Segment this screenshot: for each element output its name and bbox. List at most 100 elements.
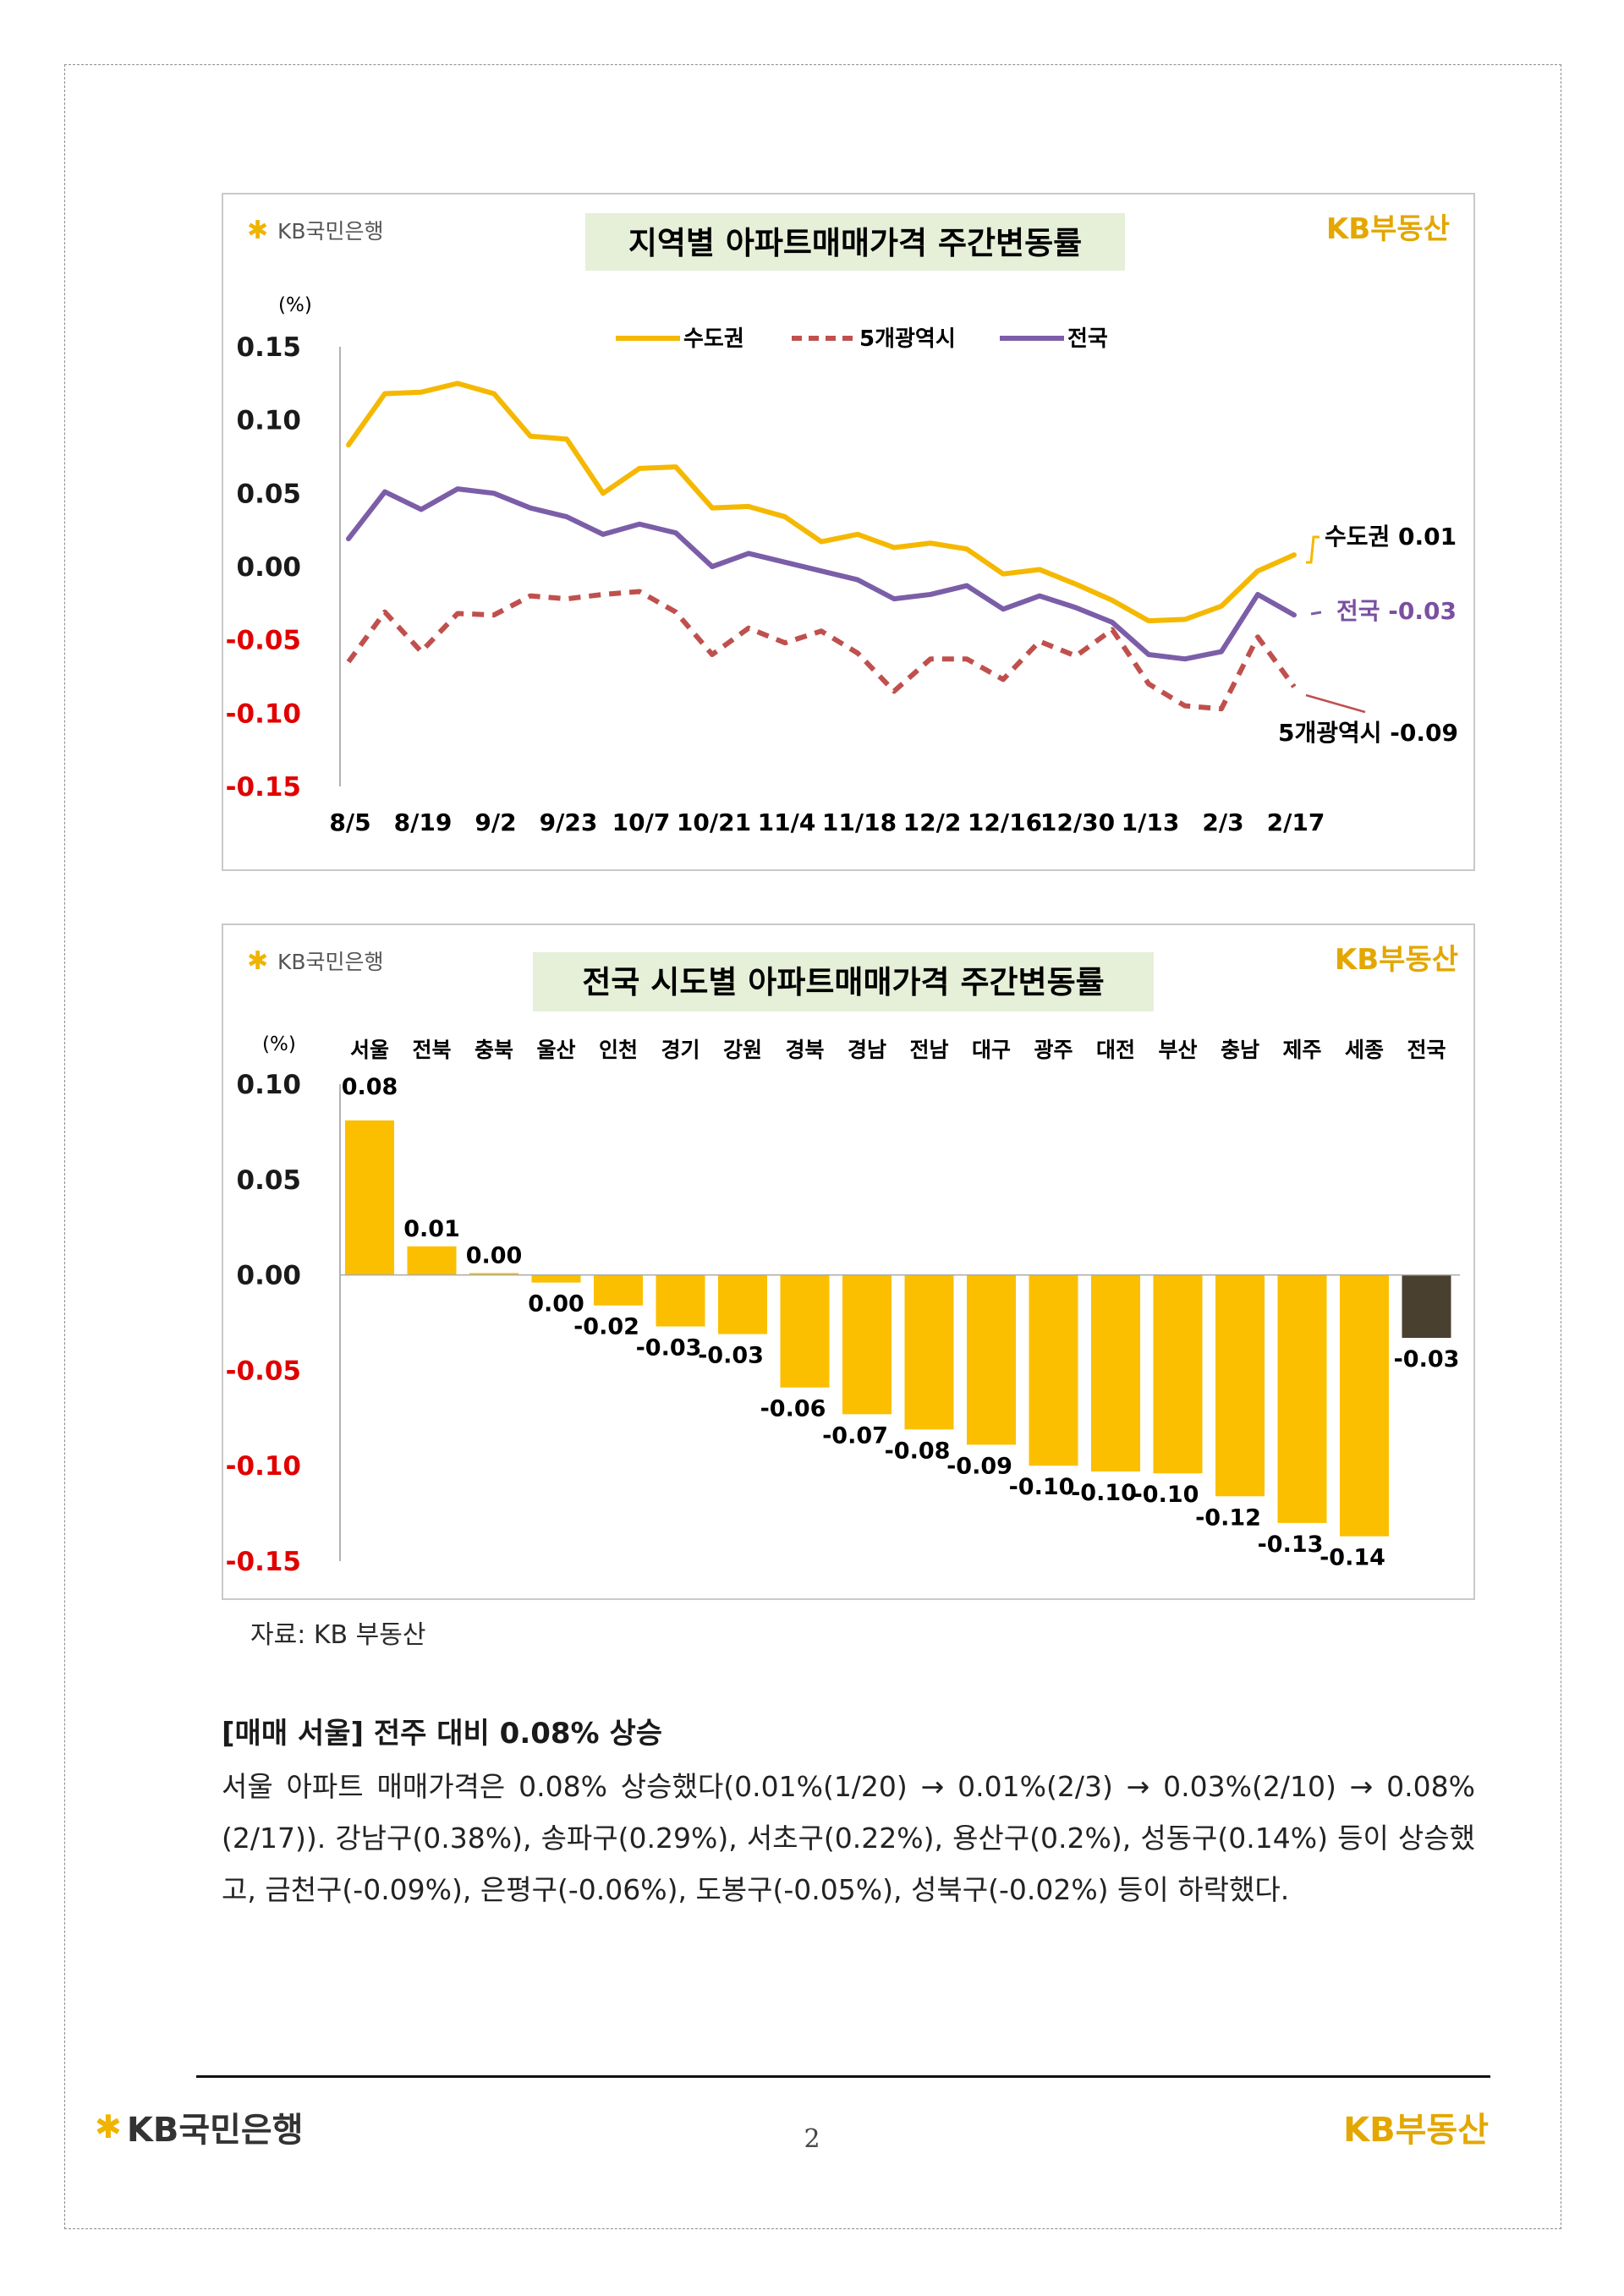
brand-logo: KB부동산: [1335, 943, 1458, 977]
kb-star-icon: ✱: [247, 946, 268, 976]
bar: [469, 1273, 518, 1275]
title-band: [533, 952, 1154, 1011]
x-tick-label: 11/4: [758, 808, 816, 836]
y-unit-label: (%): [262, 1033, 296, 1055]
value-label: -0.10: [1071, 1480, 1137, 1506]
bar: [967, 1274, 1016, 1445]
category-label: 강원: [723, 1038, 762, 1062]
chart-title: 전국 시도별 아파트매매가격 주간변동률: [582, 964, 1104, 1000]
source-note: 자료: KB 부동산: [250, 1620, 426, 1650]
category-label: 충북: [475, 1038, 513, 1062]
bar: [1029, 1274, 1078, 1466]
category-label: 전국: [1407, 1038, 1446, 1062]
y-tick-label: -0.10: [226, 699, 301, 729]
bar: [1402, 1274, 1451, 1339]
leader-line-metro: [1305, 693, 1366, 714]
footer-bank-logo: ✱ KB국민은행: [95, 2102, 304, 2151]
category-labels: 서울 전북 충북 울산 인천 경기 강원 경북 경남 전남 대구 광주 대전 부산 충남 제주 세종 전국: [350, 1038, 1446, 1062]
x-tick-label: 2/17: [1267, 808, 1325, 836]
bar: [345, 1120, 394, 1275]
y-tick-label: 0.05: [237, 479, 302, 509]
value-label: -0.10: [1009, 1474, 1075, 1500]
y-tick-label: 0.10: [237, 1070, 302, 1100]
bars: [345, 1120, 1451, 1537]
bar: [718, 1274, 767, 1334]
bank-logo: ✱ KB국민은행: [247, 216, 384, 245]
bar: [594, 1274, 643, 1306]
x-tick-label: 1/13: [1122, 808, 1180, 836]
bar-chart-panel: ✱ KB국민은행 전국 시도별 아파트매매가격 주간변동률 KB부동산 (%) …: [222, 923, 1475, 1600]
value-label: -0.09: [946, 1453, 1012, 1479]
category-label: 제주: [1282, 1038, 1321, 1062]
footer-rule: [196, 2075, 1490, 2078]
category-label: 울산: [536, 1038, 575, 1062]
y-axis-ticks: 0.15 0.10 0.05 0.00 -0.05 -0.10 -0.15: [226, 332, 301, 803]
end-labels: 수도권 0.01 전국 -0.03 5개광역시 -0.09: [1278, 523, 1458, 747]
y-tick-label: -0.05: [226, 626, 301, 656]
category-label: 광주: [1034, 1038, 1073, 1062]
category-label: 전북: [412, 1038, 451, 1062]
end-label-national: 전국 -0.03: [1336, 597, 1457, 625]
bar: [407, 1246, 457, 1275]
value-label: -0.02: [573, 1314, 639, 1340]
value-label: -0.03: [636, 1335, 702, 1362]
y-axis-ticks: 0.10 0.05 0.00 -0.05 -0.10 -0.15: [226, 1070, 301, 1577]
category-label: 경북: [785, 1038, 824, 1062]
x-tick-label: 12/2: [903, 808, 962, 836]
series-line: [346, 381, 1297, 624]
y-tick-label: 0.00: [237, 552, 302, 583]
end-label-metro: 5개광역시 -0.09: [1278, 719, 1458, 747]
value-label: 0.01: [403, 1216, 460, 1242]
x-tick-label: 10/21: [677, 808, 751, 836]
category-label: 경기: [661, 1038, 700, 1062]
bar: [1091, 1274, 1140, 1471]
body-paragraph: 서울 아파트 매매가격은 0.08% 상승했다(0.01%(1/20) → 0.…: [222, 1770, 1475, 1906]
legend-label: 전국: [1067, 326, 1108, 352]
x-tick-label: 9/23: [540, 808, 598, 836]
bar: [904, 1274, 954, 1430]
value-labels: 0.080.010.000.00-0.02-0.03-0.03-0.06-0.0…: [342, 1074, 1460, 1571]
y-tick-label: 0.05: [237, 1165, 302, 1196]
leader-line-national: [1310, 611, 1322, 616]
y-unit-label: (%): [278, 294, 312, 316]
y-tick-label: -0.15: [226, 1547, 301, 1577]
bar: [1340, 1274, 1389, 1537]
x-tick-label: 11/18: [822, 808, 897, 836]
y-tick-label: -0.10: [226, 1451, 301, 1482]
section-heading: [매매 서울] 전주 대비 0.08% 상승: [222, 1717, 663, 1751]
value-label: 0.08: [342, 1074, 398, 1100]
x-tick-label: 10/7: [612, 808, 671, 836]
value-label: -0.07: [822, 1422, 888, 1449]
kb-star-icon: ✱: [247, 216, 268, 245]
bar: [1277, 1274, 1327, 1523]
value-label: -0.03: [1394, 1346, 1460, 1373]
value-label: 0.00: [528, 1291, 584, 1318]
bank-logo: ✱ KB국민은행: [247, 946, 384, 976]
value-label: -0.03: [698, 1343, 764, 1369]
legend-label: 수도권: [683, 326, 744, 352]
value-label: -0.14: [1320, 1545, 1385, 1571]
bar: [842, 1274, 892, 1415]
value-label: -0.06: [760, 1396, 826, 1422]
value-label: -0.10: [1133, 1482, 1199, 1508]
x-tick-label: 8/5: [329, 808, 370, 836]
bar: [1153, 1274, 1203, 1474]
bar: [531, 1274, 581, 1283]
brand-logo: KB부동산: [1326, 212, 1450, 246]
category-label: 전남: [909, 1038, 948, 1062]
y-tick-label: 0.00: [237, 1261, 302, 1291]
y-tick-label: -0.15: [226, 772, 301, 803]
value-label: 0.00: [466, 1242, 523, 1269]
x-tick-label: 2/3: [1202, 808, 1243, 836]
category-label: 세종: [1345, 1038, 1384, 1062]
line-chart-panel: ✱ KB국민은행 지역별 아파트매매가격 주간변동률 KB부동산 (%) 0.1…: [222, 193, 1475, 871]
category-label: 서울: [350, 1038, 389, 1062]
legend-label: 5개광역시: [859, 326, 956, 352]
series-line: [346, 486, 1297, 662]
page-number: 2: [804, 2124, 820, 2154]
bar: [656, 1274, 705, 1327]
category-label: 경남: [848, 1038, 886, 1062]
chart-title: 지역별 아파트매매가격 주간변동률: [628, 225, 1082, 261]
category-label: 충남: [1221, 1038, 1259, 1062]
category-label: 대전: [1096, 1038, 1135, 1062]
